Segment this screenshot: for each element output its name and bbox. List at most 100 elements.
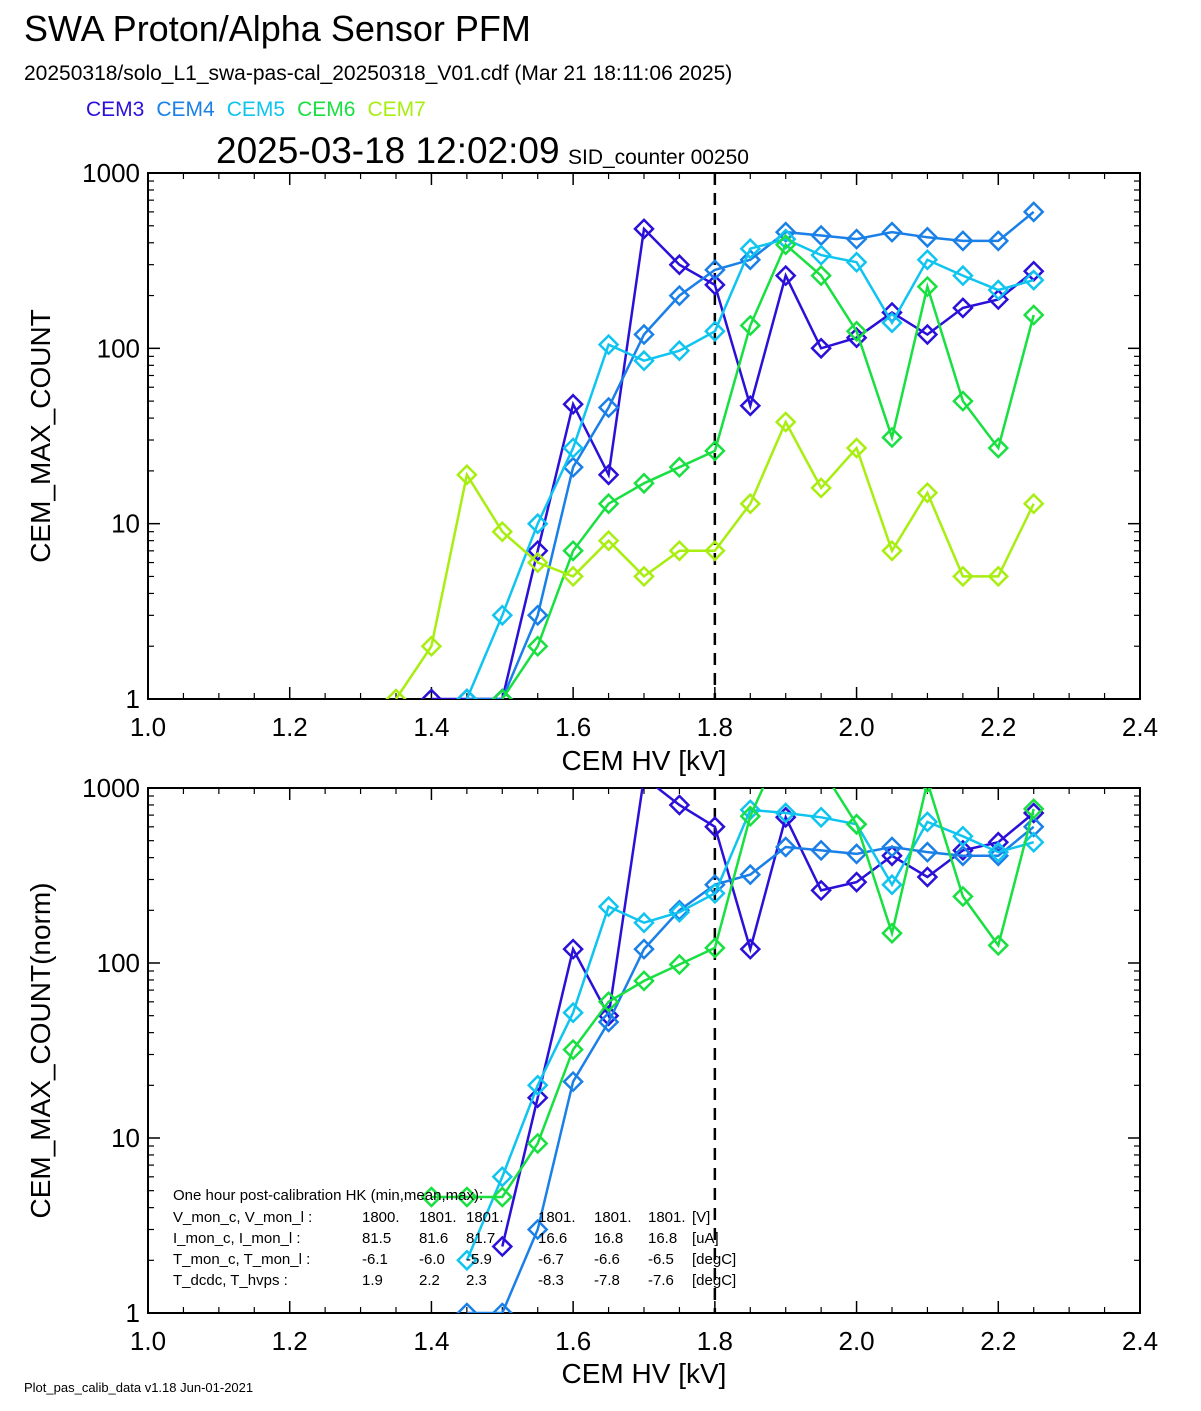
data-point-cem3 bbox=[739, 395, 762, 417]
data-point-cem5 bbox=[987, 279, 1010, 301]
data-point-cem3 bbox=[916, 866, 939, 888]
data-point-cem5 bbox=[456, 688, 478, 699]
data-point-cem4 bbox=[774, 836, 797, 858]
hk-unit: [degC] bbox=[692, 1251, 736, 1268]
hk-value-c: 2.2 bbox=[419, 1272, 440, 1289]
x-tick-label: 1.2 bbox=[272, 1326, 308, 1356]
legend-cem7: CEM7 bbox=[367, 98, 426, 121]
data-point-cem3 bbox=[597, 1004, 620, 1027]
data-point-cem5 bbox=[987, 841, 1010, 863]
hk-unit: [V] bbox=[692, 1209, 710, 1226]
data-point-cem5 bbox=[810, 806, 832, 829]
x-tick-label: 1.6 bbox=[555, 712, 591, 742]
data-point-cem6 bbox=[491, 1186, 514, 1208]
data-point-cem4 bbox=[881, 836, 903, 858]
data-point-cem4 bbox=[987, 230, 1010, 252]
data-point-cem7 bbox=[1022, 492, 1045, 515]
hk-value-c: 1801. bbox=[419, 1209, 457, 1226]
hk-heading: One hour post-calibration HK (min,mean,m… bbox=[173, 1187, 483, 1204]
footer-version: Plot_pas_calib_data v1.18 Jun-01-2021 bbox=[24, 1380, 254, 1395]
data-point-cem4 bbox=[526, 1218, 549, 1241]
series-group bbox=[385, 201, 1045, 699]
hk-value-l: -6.7 bbox=[538, 1251, 564, 1268]
data-point-cem5 bbox=[1022, 831, 1045, 853]
chart-panel-2: 1.0 1.2 1.4 1.6 1.8 2.0 2.2 2.4 1 10 100 1000 CEM HV… bbox=[25, 728, 1158, 1389]
data-point-cem6 bbox=[881, 426, 903, 449]
x-tick-label: 2.2 bbox=[980, 1326, 1016, 1356]
data-point-cem6 bbox=[668, 456, 691, 478]
series-line-cem6 bbox=[431, 788, 1035, 1199]
data-point-cem6 bbox=[916, 275, 939, 298]
y-axis-label: CEM_MAX_COUNT bbox=[25, 309, 56, 563]
hk-value-c: 81.7 bbox=[466, 1230, 495, 1247]
data-point-cem4 bbox=[597, 1011, 620, 1033]
data-point-cem5 bbox=[881, 311, 903, 334]
sid-counter: SID_counter 00250 bbox=[568, 146, 749, 169]
data-point-cem3 bbox=[704, 816, 726, 838]
data-point-cem6 bbox=[1022, 798, 1045, 820]
legend-cem3: CEM3 bbox=[86, 98, 145, 121]
data-point-cem4 bbox=[1022, 816, 1045, 838]
data-point-cem3 bbox=[526, 1086, 549, 1109]
x-tick-label: 2.2 bbox=[980, 712, 1016, 742]
data-point-cem4 bbox=[845, 228, 868, 250]
hk-row-label: T_dcdc, T_hvps : bbox=[173, 1272, 288, 1289]
legend-cem6: CEM6 bbox=[297, 98, 356, 121]
x-tick-label: 1.6 bbox=[555, 1326, 591, 1356]
data-point-cem5 bbox=[916, 249, 939, 271]
data-point-cem5 bbox=[633, 349, 655, 372]
x-tick-label: 1.0 bbox=[130, 1326, 166, 1356]
data-point-cem7 bbox=[385, 688, 407, 699]
legend: CEM3 CEM4 CEM5 CEM6 CEM7 bbox=[86, 98, 438, 122]
data-point-cem5 bbox=[845, 251, 868, 273]
hk-value-c: -5.9 bbox=[466, 1251, 492, 1268]
data-point-cem5 bbox=[562, 1001, 584, 1024]
data-point-cem5 bbox=[456, 1249, 478, 1272]
hk-value-l: -7.6 bbox=[648, 1272, 674, 1289]
data-point-cem6 bbox=[704, 937, 726, 959]
x-tick-label: 2.4 bbox=[1122, 1326, 1158, 1356]
data-point-cem6 bbox=[597, 991, 620, 1013]
data-point-cem4 bbox=[491, 1302, 514, 1313]
data-point-cem4 bbox=[774, 221, 797, 243]
y-tick-label: 10 bbox=[111, 509, 140, 539]
series-group bbox=[420, 728, 1045, 1313]
data-point-cem3 bbox=[562, 393, 584, 415]
y-tick-label: 1000 bbox=[82, 773, 140, 803]
plot-frame bbox=[147, 172, 1141, 700]
data-point-cem7 bbox=[774, 411, 797, 433]
data-point-cem7 bbox=[597, 529, 620, 552]
data-point-cem3 bbox=[562, 938, 584, 960]
data-point-cem4 bbox=[881, 221, 903, 243]
series-line-cem7 bbox=[394, 419, 1035, 699]
series-line-cem3 bbox=[431, 226, 1035, 699]
data-point-cem5 bbox=[952, 264, 974, 287]
data-point-cem4 bbox=[916, 841, 939, 863]
data-point-cem6 bbox=[456, 1186, 478, 1208]
data-point-cem6 bbox=[952, 885, 974, 908]
data-point-cem6 bbox=[774, 233, 797, 256]
data-point-cem3 bbox=[668, 794, 691, 816]
data-point-cem4 bbox=[562, 456, 584, 478]
chart-panel-1: 1.0 1.2 1.4 1.6 1.8 2.0 2.2 2.4 1 10 100 1000 CEM HV… bbox=[25, 158, 1158, 776]
data-point-cem5 bbox=[774, 802, 797, 824]
x-tick-label: 1.2 bbox=[272, 712, 308, 742]
data-point-cem6 bbox=[597, 492, 620, 515]
data-point-cem3 bbox=[881, 845, 903, 867]
data-point-cem5 bbox=[952, 825, 974, 848]
data-point-cem6 bbox=[420, 1186, 443, 1208]
hk-value-l: 16.8 bbox=[648, 1230, 677, 1247]
hk-value-c: -6.0 bbox=[419, 1251, 445, 1268]
page-title: SWA Proton/Alpha Sensor PFM bbox=[24, 8, 531, 49]
data-point-cem5 bbox=[739, 237, 762, 260]
data-point-cem6 bbox=[777, 728, 795, 746]
data-point-cem6 bbox=[987, 437, 1010, 459]
data-point-cem4 bbox=[952, 230, 974, 252]
hk-value-c: 81.5 bbox=[362, 1230, 391, 1247]
hk-value-c: -6.1 bbox=[362, 1251, 388, 1268]
x-tick-label: 1.8 bbox=[697, 712, 733, 742]
hk-value-c: 1800. bbox=[362, 1209, 400, 1226]
hk-unit: [uA] bbox=[692, 1230, 719, 1247]
data-point-cem6 bbox=[491, 688, 514, 699]
